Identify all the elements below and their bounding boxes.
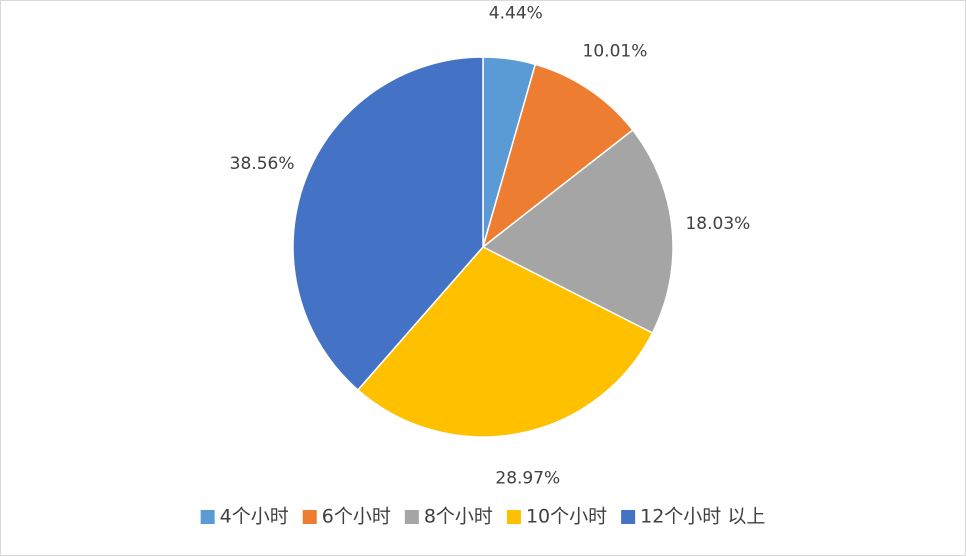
data-label: 10.01% bbox=[583, 41, 648, 61]
data-label: 38.56% bbox=[230, 154, 295, 174]
pie-slice bbox=[292, 56, 484, 392]
pie-slice bbox=[481, 63, 634, 250]
legend-swatch bbox=[200, 510, 215, 524]
legend-swatch bbox=[621, 510, 636, 524]
legend-label: 10个小时 bbox=[526, 506, 607, 528]
legend-label: 8个小时 bbox=[424, 506, 493, 528]
pie-slice bbox=[356, 246, 654, 438]
pie-slice bbox=[481, 129, 674, 335]
legend-label: 12个小时 以上 bbox=[640, 506, 765, 528]
data-label: 18.03% bbox=[685, 214, 750, 234]
data-label: 4.44% bbox=[489, 3, 543, 23]
legend-swatch bbox=[506, 510, 521, 524]
legend-swatch bbox=[404, 510, 419, 524]
legend-label: 6个小时 bbox=[322, 506, 391, 528]
legend-label: 4个小时 bbox=[220, 506, 289, 528]
data-label: 28.97% bbox=[495, 469, 560, 489]
legend: 4个小时 6个小时 8个小时 10个小时 12个小时 以上 bbox=[200, 506, 765, 528]
legend-swatch bbox=[302, 510, 317, 524]
